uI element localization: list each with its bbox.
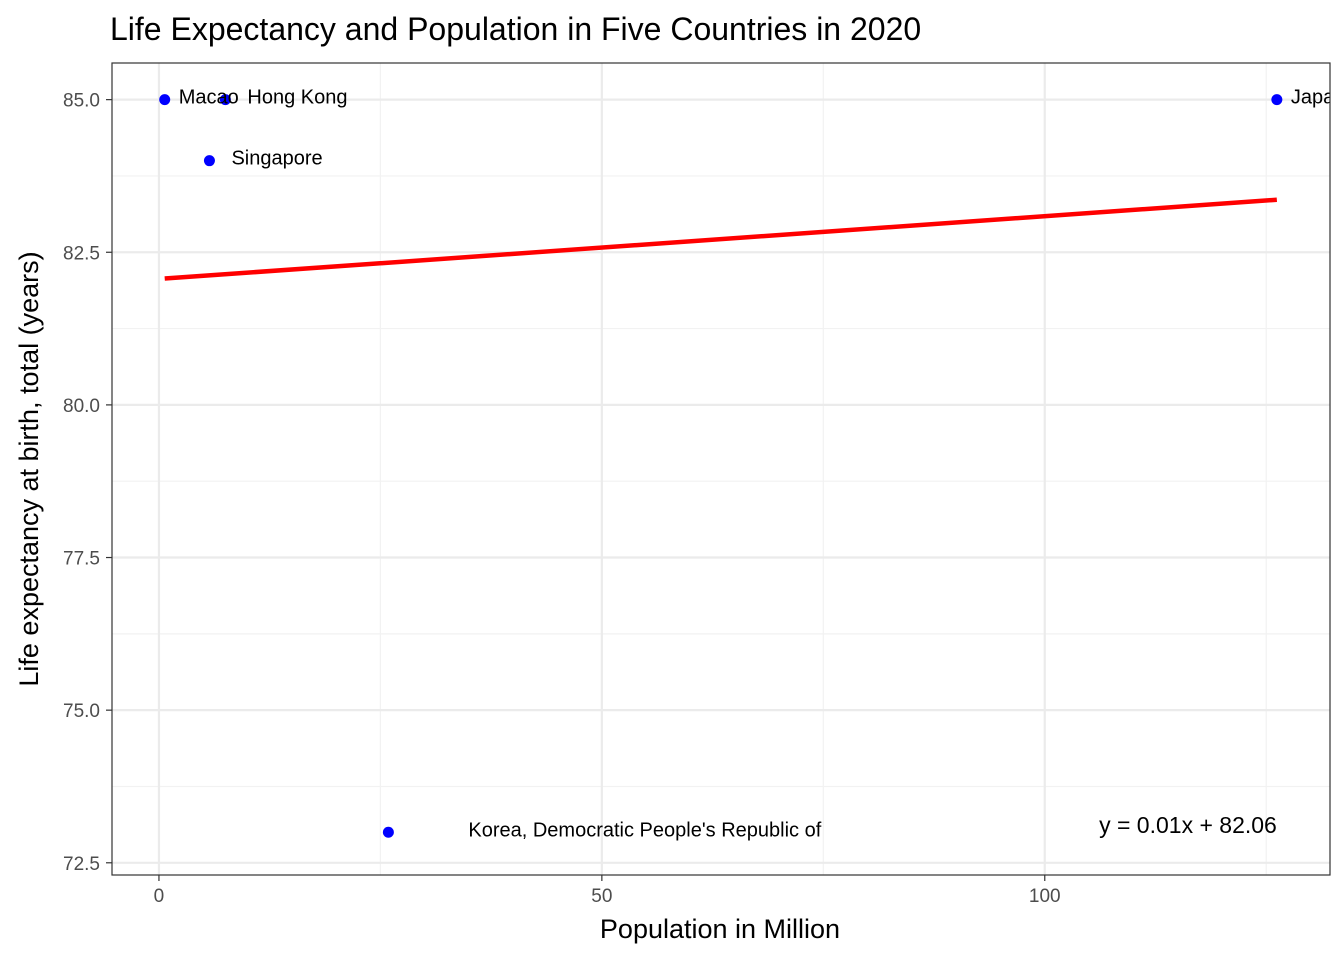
point-label: Singapore [231, 148, 322, 170]
y-tick-label: 75.0 [63, 701, 100, 722]
x-tick-label: 100 [1029, 886, 1061, 907]
x-tick-label: 50 [591, 886, 612, 907]
data-point [382, 826, 394, 838]
point-label: Korea, Democratic People's Republic of [468, 819, 821, 841]
y-tick-label: 80.0 [63, 396, 100, 417]
y-tick-label: 72.5 [63, 854, 100, 875]
data-point [203, 155, 215, 167]
data-point [1271, 94, 1283, 106]
point-label: Macao [179, 87, 239, 109]
data-point [159, 94, 171, 106]
point-label: Japan [1291, 87, 1344, 109]
data-point [219, 94, 231, 106]
trendline [164, 197, 1278, 281]
x-axis: 0 50 100 [154, 875, 1061, 907]
x-axis-title: Population in Million [600, 914, 840, 944]
point-labels: Macao Hong Kong Singapore Korea, Democratic… [179, 87, 1344, 842]
point-label: Hong Kong [247, 87, 347, 109]
chart-title: Life Expectancy and Population in Five C… [110, 11, 921, 47]
y-axis-title: Life expectancy at birth, total (years) [14, 251, 44, 686]
x-tick-label: 0 [154, 886, 165, 907]
data-points [159, 94, 1283, 838]
y-tick-label: 85.0 [63, 91, 100, 112]
y-tick-label: 77.5 [63, 549, 100, 570]
y-tick-label: 82.5 [63, 243, 100, 264]
y-axis: 72.5 75.0 77.5 80.0 82.5 85.0 [63, 91, 112, 875]
trendline-group [164, 197, 1278, 281]
trendline-equation: y = 0.01x + 82.06 [1099, 812, 1277, 838]
panel-border [111, 62, 1331, 876]
